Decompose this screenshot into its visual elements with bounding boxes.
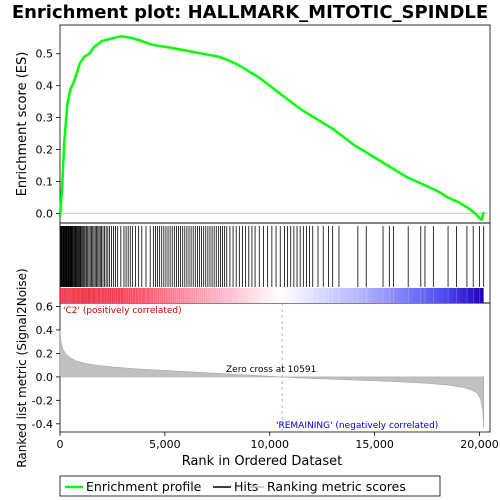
es-y-tick-label: 0.1 [36, 175, 54, 188]
metric-y-tick-label: 0.6 [36, 301, 54, 314]
rank-color-bar [60, 288, 484, 303]
es-panel-frame [59, 24, 491, 224]
x-tick-label: 5,000 [149, 438, 181, 451]
axes-layer: 0.0 0.1 0.2 0.3 0.4 0.5 0.6 0.4 0.2 0.0 -0.2 -0.4 0 5… [32, 48, 499, 451]
es-y-tick-label: 0.4 [36, 80, 54, 93]
es-y-tick-label: 0.3 [36, 112, 54, 125]
metric-y-tick-label: 0.2 [36, 347, 54, 360]
zero-cross-label: Zero cross at 10591 [226, 365, 316, 375]
positive-correlation-label: 'C2' (positively correlated) [63, 306, 182, 316]
es-y-tick-label: 0.2 [36, 144, 54, 157]
metric-y-axis-label: Ranked list metric (Signal2Noise) [15, 268, 29, 467]
legend-label-hits: Hits [234, 479, 258, 494]
enrichment-profile-line [58, 34, 485, 222]
es-y-tick-label: 0.0 [36, 207, 54, 220]
metric-y-tick-label: -0.2 [32, 394, 53, 407]
chart-title: Enrichment plot: HALLMARK_MITOTIC_SPINDL… [12, 2, 488, 23]
metric-layer [59, 303, 484, 432]
negative-correlation-label: 'REMAINING' (negatively correlated) [276, 421, 438, 431]
es-y-tick-label: 0.5 [36, 48, 54, 61]
es-y-axis-label: Enrichment score (ES) [15, 52, 30, 197]
x-tick-label: 0 [57, 438, 64, 451]
x-tick-label: 20,000 [460, 438, 499, 451]
legend-label-metric: Ranking metric scores [267, 479, 406, 494]
metric-y-tick-label: 0.4 [36, 324, 54, 337]
hits-layer [60, 226, 485, 303]
x-tick-label: 10,000 [251, 438, 290, 451]
ranking-metric-area [59, 329, 484, 429]
legend-box [59, 475, 441, 497]
es-layer [58, 34, 490, 222]
legend-label-enrichment: Enrichment profile [86, 479, 202, 494]
legend: Enrichment profile Hits Ranking metric s… [59, 475, 441, 497]
x-axis-label: Rank in Ordered Dataset [182, 454, 343, 469]
x-tick-label: 15,000 [355, 438, 394, 451]
metric-y-tick-label: 0.0 [36, 371, 54, 384]
metric-y-tick-label: -0.4 [32, 418, 53, 431]
